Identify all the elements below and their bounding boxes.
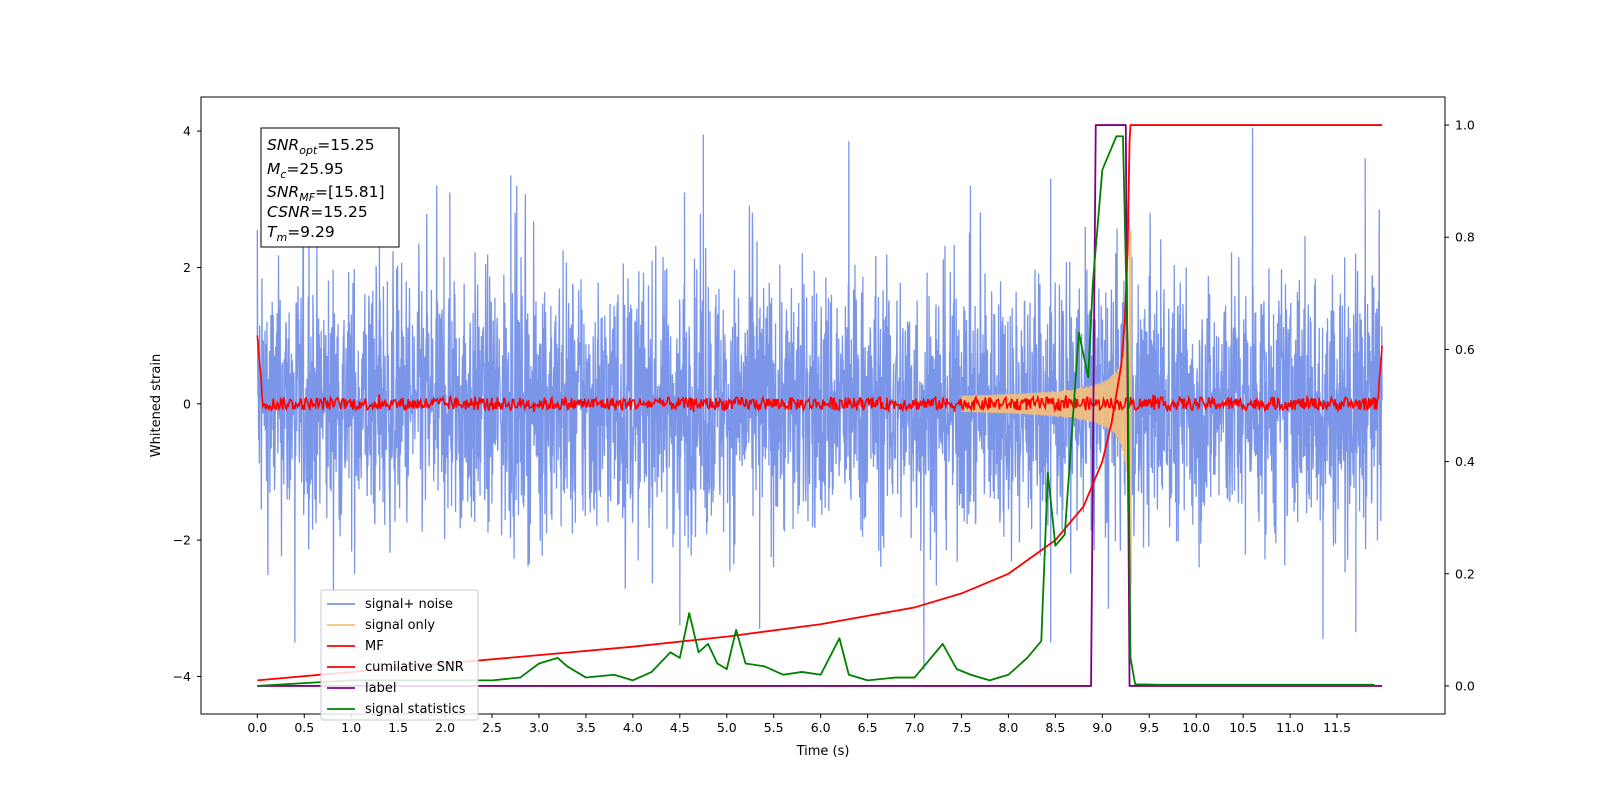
x-tick-label: 8.5 <box>1045 720 1065 735</box>
x-tick-label: 7.0 <box>905 720 925 735</box>
stats-annotation-box: SNRopt=15.25 Mc=25.95 SNRMF=[15.81] CSNR… <box>260 127 400 248</box>
y-right-tick-label: 0.8 <box>1455 230 1475 245</box>
annotation-mc: Mc=25.95 <box>267 160 344 181</box>
annotation-snr-mf: SNRMF=[15.81] <box>267 183 385 204</box>
y-axis-title: Whitened strain <box>149 354 164 457</box>
series-label-line <box>257 124 1383 687</box>
annotation-tm: Tm=9.29 <box>267 223 335 244</box>
x-tick-label: 10.0 <box>1182 720 1210 735</box>
x-tick-label: 8.0 <box>998 720 1018 735</box>
x-tick-label: 2.0 <box>435 720 455 735</box>
x-tick-label: 4.0 <box>623 720 643 735</box>
x-tick-label: 11.5 <box>1323 720 1351 735</box>
y-right-tick-label: 0.0 <box>1455 678 1475 693</box>
y-right-tick-label: 0.2 <box>1455 566 1475 581</box>
legend-label-label: label <box>365 681 396 696</box>
x-tick-label: 3.5 <box>576 720 596 735</box>
y-tick-label: 0 <box>183 396 191 411</box>
y-tick-label: 4 <box>183 124 191 139</box>
legend-label-mf: MF <box>365 639 384 654</box>
plot-data-layer <box>256 124 1383 687</box>
x-tick-label: 5.0 <box>717 720 737 735</box>
legend: signal+ noise signal only MF cumilative … <box>320 589 479 721</box>
y-tick-label: 2 <box>183 260 191 275</box>
plot-frame <box>200 96 1446 715</box>
x-tick-label: 6.5 <box>858 720 878 735</box>
y-tick-label: −4 <box>173 669 191 684</box>
legend-label-signal-noise: signal+ noise <box>365 597 453 612</box>
x-tick-label: 9.0 <box>1092 720 1112 735</box>
x-tick-label: 5.5 <box>764 720 784 735</box>
x-tick-label: 1.5 <box>388 720 408 735</box>
annotation-csnr: CSNR=15.25 <box>267 203 368 221</box>
series-cumulative-snr-line <box>257 124 1383 682</box>
annotation-frame <box>260 127 400 248</box>
x-tick-label: 4.5 <box>670 720 690 735</box>
y-right-tick-label: 0.4 <box>1455 454 1475 469</box>
x-tick-label: 7.5 <box>952 720 972 735</box>
series-mf-line <box>256 335 1383 413</box>
x-tick-label: 6.0 <box>811 720 831 735</box>
x-tick-label: 9.5 <box>1139 720 1159 735</box>
axes-layer: 0.0 0.5 1.0 1.5 2.0 2.5 3.0 3.5 4.0 4.5 5.0 5.5 6.0 6… <box>149 118 1475 759</box>
annotation-snr-opt: SNRopt=15.25 <box>267 136 375 157</box>
x-tick-label: 1.0 <box>341 720 361 735</box>
legend-frame <box>320 589 479 721</box>
y-right-tick-label: 0.6 <box>1455 342 1475 357</box>
legend-label-signal-statistics: signal statistics <box>365 702 466 717</box>
y-tick-label: −2 <box>173 533 191 548</box>
legend-label-cumulative-snr: cumilative SNR <box>365 660 464 675</box>
x-axis-title: Time (s) <box>796 744 850 759</box>
x-tick-label: 10.5 <box>1229 720 1257 735</box>
series-signal-noise-line <box>256 127 1383 670</box>
x-tick-label: 3.0 <box>529 720 549 735</box>
legend-label-signal-only: signal only <box>365 618 435 633</box>
x-tick-label: 0.0 <box>247 720 267 735</box>
x-tick-label: 11.0 <box>1276 720 1304 735</box>
series-signal-statistics-line <box>257 135 1375 687</box>
x-tick-label: 2.5 <box>482 720 502 735</box>
x-tick-label: 0.5 <box>294 720 314 735</box>
y-right-tick-label: 1.0 <box>1455 118 1475 133</box>
